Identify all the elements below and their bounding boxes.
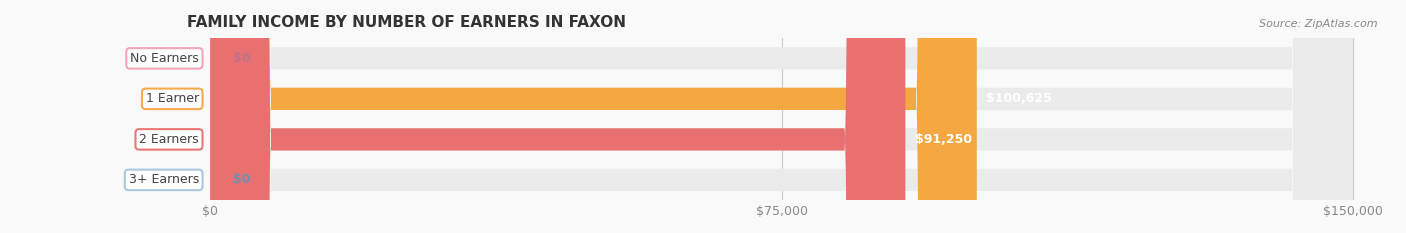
Text: $100,625: $100,625 bbox=[986, 92, 1052, 105]
FancyBboxPatch shape bbox=[211, 0, 977, 233]
Text: 1 Earner: 1 Earner bbox=[146, 92, 198, 105]
Text: 3+ Earners: 3+ Earners bbox=[128, 173, 198, 186]
Text: No Earners: No Earners bbox=[131, 52, 198, 65]
Text: 1 Earner: 1 Earner bbox=[146, 92, 198, 105]
Text: 2 Earners: 2 Earners bbox=[139, 133, 198, 146]
Text: 3+ Earners: 3+ Earners bbox=[128, 173, 198, 186]
FancyBboxPatch shape bbox=[211, 0, 1353, 233]
Text: 2 Earners: 2 Earners bbox=[139, 133, 198, 146]
FancyBboxPatch shape bbox=[211, 0, 905, 233]
Text: No Earners: No Earners bbox=[131, 52, 198, 65]
Text: Source: ZipAtlas.com: Source: ZipAtlas.com bbox=[1260, 19, 1378, 29]
Text: $0: $0 bbox=[233, 173, 250, 186]
Text: FAMILY INCOME BY NUMBER OF EARNERS IN FAXON: FAMILY INCOME BY NUMBER OF EARNERS IN FA… bbox=[187, 15, 627, 30]
FancyBboxPatch shape bbox=[211, 0, 1353, 233]
FancyBboxPatch shape bbox=[211, 0, 1353, 233]
Text: $0: $0 bbox=[233, 52, 250, 65]
Text: $91,250: $91,250 bbox=[914, 133, 972, 146]
FancyBboxPatch shape bbox=[211, 0, 1353, 233]
